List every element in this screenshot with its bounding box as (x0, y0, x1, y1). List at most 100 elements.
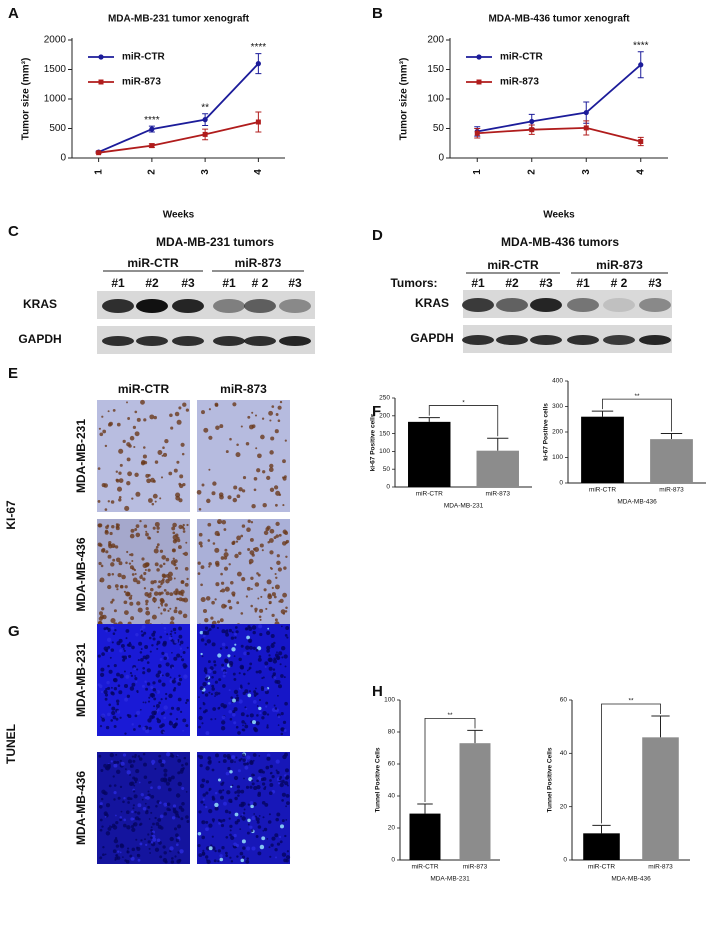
cell (119, 818, 122, 822)
cell (107, 649, 111, 653)
cell (197, 572, 201, 575)
cell (123, 797, 126, 800)
cell (160, 826, 164, 830)
cell (220, 581, 225, 585)
cell (284, 701, 288, 706)
cell (148, 696, 151, 699)
cell (199, 707, 202, 710)
cell (236, 494, 241, 499)
cell (179, 640, 184, 645)
cell (241, 813, 244, 816)
cell (116, 486, 123, 492)
cell (236, 785, 241, 789)
cell (100, 690, 104, 694)
cell (214, 806, 219, 811)
cell (115, 814, 117, 817)
cell (156, 838, 161, 843)
y-axis-label: Tumor size (mm³) (399, 58, 410, 141)
cell (175, 492, 181, 498)
cell (114, 545, 119, 549)
cell (238, 551, 242, 556)
cell (156, 530, 160, 534)
cell (211, 797, 216, 801)
cell (140, 658, 144, 662)
cell (255, 817, 260, 822)
cell (140, 399, 145, 405)
legend-marker (476, 54, 482, 60)
cell (218, 822, 221, 825)
cell (139, 575, 143, 579)
cell (200, 596, 206, 603)
cell (249, 537, 254, 542)
blot-band (213, 299, 245, 313)
cell (257, 573, 261, 577)
cell (112, 558, 116, 562)
cell (280, 712, 284, 716)
cell (234, 796, 238, 801)
chart-title: MDA-MB-436 tumor xenograft (488, 14, 630, 25)
cell (240, 712, 245, 717)
cell (149, 852, 152, 854)
cell (128, 596, 133, 600)
cell (211, 675, 214, 679)
cell (166, 807, 170, 811)
cell (215, 753, 219, 758)
cell (104, 444, 108, 448)
cell (208, 468, 211, 471)
cell (124, 585, 128, 589)
cell (133, 794, 138, 799)
cell (285, 626, 290, 630)
cell (266, 838, 269, 840)
cell (157, 585, 161, 589)
cell (117, 684, 121, 687)
cell (199, 783, 205, 789)
cell (131, 827, 136, 832)
cell (119, 649, 123, 653)
cell (126, 481, 131, 486)
cell (280, 609, 286, 614)
cell (140, 648, 143, 650)
cell (111, 691, 115, 696)
cell (219, 854, 223, 858)
cell (121, 655, 125, 659)
y-tick-label: 500 (49, 123, 66, 134)
panel-letter: C (8, 223, 19, 240)
cell (111, 706, 116, 711)
cell (285, 794, 290, 798)
cell (259, 632, 263, 637)
error-bar (660, 433, 683, 440)
cell (99, 611, 103, 616)
cell (101, 652, 105, 656)
cell (283, 729, 287, 732)
cell (98, 561, 102, 566)
cell (253, 547, 256, 551)
cell (169, 607, 172, 610)
cell (155, 804, 158, 808)
cell (261, 716, 265, 720)
cell (126, 825, 131, 830)
cell (228, 628, 232, 633)
cell (220, 795, 224, 800)
cell (221, 588, 226, 593)
cell (227, 654, 231, 658)
cell (214, 402, 219, 407)
cell (148, 781, 151, 784)
cell (104, 766, 109, 770)
cell (207, 756, 212, 760)
cell (240, 686, 243, 689)
point (638, 138, 644, 144)
cell (223, 552, 229, 558)
blot-band (567, 298, 599, 312)
cell (116, 672, 120, 677)
y-tick-label: 100 (427, 94, 444, 105)
cell (242, 476, 247, 480)
cell (122, 823, 127, 828)
cell (275, 521, 280, 527)
cell (251, 504, 256, 509)
cell (250, 759, 253, 763)
cell (126, 550, 129, 554)
cell (184, 567, 189, 571)
cell (150, 794, 155, 799)
panel-letter: F (372, 403, 381, 420)
cell (112, 715, 117, 720)
